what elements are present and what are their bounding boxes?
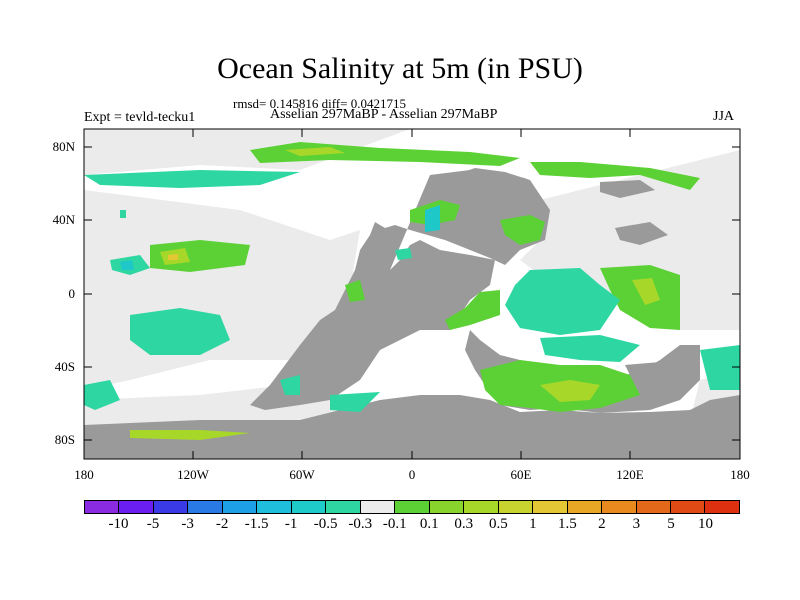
colorbar-swatch bbox=[291, 501, 327, 513]
colorbar-swatch bbox=[567, 501, 603, 513]
colorbar-tick-label: -1.5 bbox=[244, 516, 269, 532]
colorbar-swatch bbox=[498, 501, 534, 513]
latitude-label: 40S bbox=[54, 359, 75, 374]
colorbar-swatch bbox=[119, 501, 154, 513]
colorbar-tick-label: 1 bbox=[529, 516, 537, 532]
colorbar-swatch bbox=[222, 501, 258, 513]
land-pangaea bbox=[250, 170, 550, 410]
anomaly-negative-patch bbox=[280, 375, 300, 395]
land-island bbox=[625, 362, 665, 385]
colorbar-swatch bbox=[602, 501, 637, 513]
anomaly-positive-patch bbox=[530, 162, 700, 190]
colorbar-tick-label: -1 bbox=[284, 516, 298, 532]
colorbar-tick-label: 2 bbox=[598, 516, 606, 532]
anomaly-positive-patch bbox=[130, 430, 250, 440]
longitude-label: 120E bbox=[616, 467, 644, 482]
colorbar-swatch bbox=[85, 501, 120, 513]
stats-text: rmsd= 0.145816 diff= 0.0421715 bbox=[233, 96, 406, 111]
colorbar-tick-label: 3 bbox=[632, 516, 641, 532]
longitude-ticks bbox=[83, 129, 741, 459]
anomaly-negative-patch bbox=[395, 248, 412, 260]
colorbar-swatch bbox=[636, 501, 671, 513]
colorbar-tick-label: -5 bbox=[146, 516, 160, 532]
land-island bbox=[615, 222, 668, 245]
anomaly-positive-patch bbox=[168, 254, 178, 260]
colorbar-tick-label: 1.5 bbox=[557, 516, 577, 532]
land-island bbox=[600, 180, 655, 198]
longitude-label: 0 bbox=[408, 467, 416, 482]
colorbar-swatch bbox=[464, 501, 499, 513]
colorbar-swatch bbox=[705, 501, 739, 513]
anomaly-negative-patch bbox=[540, 335, 640, 362]
colorbar-swatch bbox=[153, 501, 189, 513]
longitude-label: 120W bbox=[177, 467, 209, 482]
colorbar bbox=[84, 500, 740, 514]
land-asia-north bbox=[455, 168, 540, 200]
colorbar-swatch bbox=[533, 501, 568, 513]
anomaly-positive-patch bbox=[285, 147, 345, 156]
colorbar-swatch bbox=[360, 501, 396, 513]
experiment-label: Expt = tevld-tecku1 bbox=[84, 110, 196, 125]
longitude-label: 60E bbox=[510, 467, 532, 482]
anomaly-positive-patch bbox=[600, 265, 680, 330]
anomaly-negative-patch bbox=[120, 210, 126, 218]
comparison-label: Asselian 297MaBP - Asselian 297MaBP bbox=[270, 107, 498, 122]
latitude-ticks bbox=[84, 146, 740, 441]
ocean-neutral-region bbox=[84, 129, 410, 175]
colorbar-swatch bbox=[257, 501, 292, 513]
anomaly-negative-patch bbox=[130, 308, 230, 355]
season-label: JJA bbox=[713, 109, 735, 124]
anomaly-positive-patch bbox=[150, 240, 250, 272]
anomaly-negative-patch bbox=[84, 380, 120, 410]
colorbar-tick-label: 0.5 bbox=[488, 516, 508, 532]
anomaly-negative-patch bbox=[330, 392, 380, 412]
anomaly-negative-patch bbox=[84, 170, 300, 188]
map-title: Ocean Salinity at 5m (in PSU) bbox=[217, 52, 583, 85]
colorbar-swatch bbox=[429, 501, 465, 513]
colorbar-swatch bbox=[670, 501, 706, 513]
colorbar-tick-label: -0.3 bbox=[348, 516, 373, 532]
longitude-label: 180 bbox=[74, 467, 94, 482]
anomaly-negative-patch bbox=[120, 260, 134, 270]
colorbar-tick-label: -2 bbox=[215, 516, 229, 532]
colorbar-tick-label: -3 bbox=[181, 516, 194, 532]
anomaly-positive-patch bbox=[632, 278, 660, 305]
anomaly-positive-patch bbox=[445, 290, 500, 330]
colorbar-swatch bbox=[395, 501, 430, 513]
colorbar-tick-label: -10 bbox=[108, 516, 129, 532]
land-antarctic bbox=[84, 395, 740, 459]
latitude-label: 80N bbox=[52, 139, 75, 154]
longitude-label: 180 bbox=[730, 467, 750, 482]
colorbar-tick-label: 0.1 bbox=[419, 516, 439, 532]
longitude-label: 60W bbox=[289, 467, 315, 482]
colorbar-tick-label: 0.3 bbox=[454, 516, 474, 532]
colorbar-tick-label: 5 bbox=[667, 516, 675, 532]
latitude-label: 80S bbox=[54, 432, 75, 447]
anomaly-positive-patch bbox=[540, 380, 600, 402]
anomaly-negative-patch bbox=[505, 268, 620, 335]
colorbar-swatch bbox=[326, 501, 361, 513]
colorbar-tick-label: -0.1 bbox=[382, 516, 407, 532]
colorbar-swatch bbox=[188, 501, 223, 513]
colorbar-tick-label: -0.5 bbox=[313, 516, 338, 532]
latitude-label: 40N bbox=[52, 212, 75, 227]
latitude-label: 0 bbox=[68, 286, 76, 301]
anomaly-negative-patch bbox=[425, 205, 440, 232]
anomaly-positive-patch bbox=[345, 280, 365, 302]
anomaly-positive-patch bbox=[500, 215, 545, 245]
colorbar-tick-label: 10 bbox=[697, 516, 713, 532]
anomaly-negative-patch bbox=[700, 345, 740, 390]
